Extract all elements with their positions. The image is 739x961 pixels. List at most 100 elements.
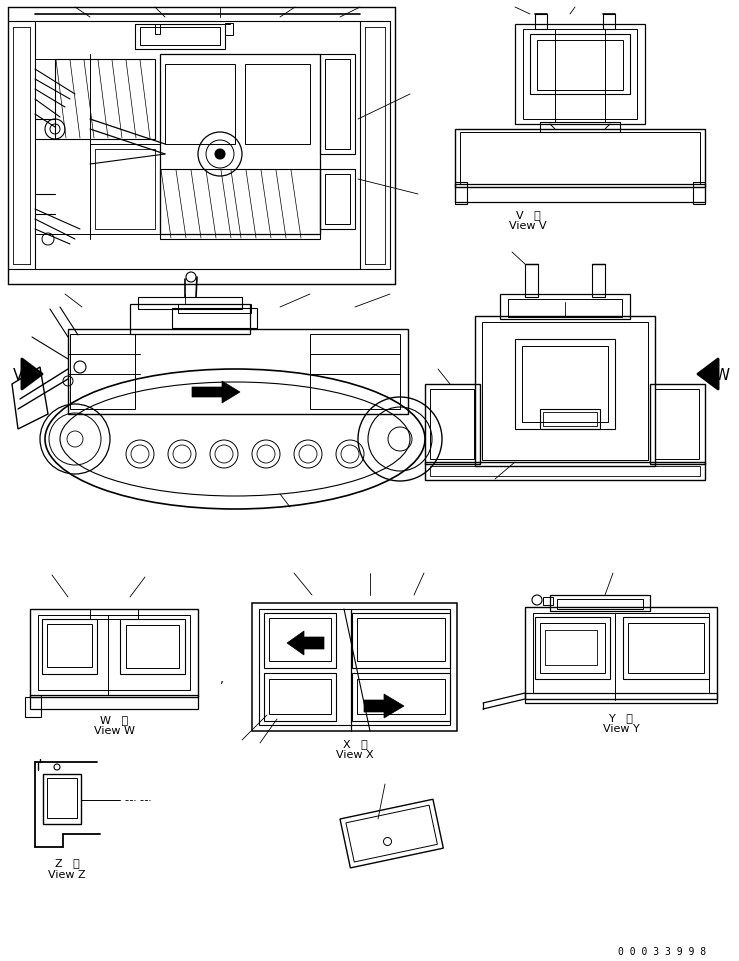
Bar (269, 679, 331, 714)
Bar (47, 778, 77, 818)
Bar (264, 674, 336, 722)
Bar (508, 300, 622, 318)
Bar (475, 317, 655, 466)
Bar (55, 60, 155, 140)
Bar (264, 613, 336, 668)
Bar (455, 185, 705, 203)
Text: Z   視: Z 視 (55, 857, 79, 867)
Bar (135, 25, 225, 50)
Bar (525, 264, 538, 298)
Bar (68, 330, 408, 414)
Bar (38, 615, 190, 690)
Text: W   視: W 視 (100, 714, 128, 725)
Bar (525, 607, 717, 700)
Bar (543, 598, 553, 605)
Bar (545, 630, 597, 665)
Bar (47, 625, 92, 667)
Text: 0 0 0 3 3 9 9 8: 0 0 0 3 3 9 9 8 (618, 946, 706, 956)
Bar (693, 183, 705, 205)
Polygon shape (364, 694, 404, 718)
Bar (155, 25, 160, 35)
Bar (30, 609, 198, 698)
Bar (603, 15, 615, 30)
Bar (95, 150, 155, 230)
Text: View V: View V (509, 221, 547, 231)
Text: View Y: View Y (602, 724, 639, 733)
Bar (540, 409, 600, 430)
Bar (160, 170, 320, 239)
Bar (535, 15, 547, 30)
Bar (30, 695, 198, 709)
Text: Y   視: Y 視 (609, 712, 633, 723)
Bar (623, 617, 709, 679)
Polygon shape (192, 382, 240, 404)
Bar (42, 619, 97, 675)
Polygon shape (287, 631, 324, 655)
Bar (515, 339, 615, 430)
Bar (557, 600, 643, 609)
Bar (523, 30, 637, 120)
Circle shape (215, 150, 225, 160)
Bar (540, 123, 620, 133)
Bar (352, 613, 450, 668)
Bar (140, 28, 220, 46)
Text: ,: , (220, 673, 224, 686)
Bar (352, 674, 450, 722)
Text: View X: View X (336, 750, 374, 759)
Bar (357, 679, 445, 714)
Bar (455, 183, 467, 205)
Bar (530, 35, 630, 95)
Bar (259, 609, 450, 726)
Bar (320, 170, 355, 230)
Bar (43, 775, 81, 825)
Bar (320, 55, 355, 155)
Bar (25, 698, 41, 717)
Text: V: V (13, 367, 23, 382)
Bar (460, 133, 700, 185)
Bar (500, 295, 630, 320)
Text: W: W (715, 367, 729, 382)
Bar (90, 145, 160, 234)
Bar (430, 389, 474, 459)
Bar (543, 412, 597, 427)
Bar (425, 384, 480, 464)
Bar (535, 617, 610, 679)
Bar (310, 334, 400, 409)
Bar (325, 175, 350, 225)
Bar (515, 25, 645, 125)
Bar (172, 308, 257, 329)
Bar (252, 604, 457, 731)
Text: V   視: V 視 (516, 209, 540, 220)
Bar (70, 334, 135, 409)
Text: X   視: X 視 (343, 738, 367, 749)
Bar (165, 65, 235, 145)
Bar (126, 626, 179, 668)
Bar (522, 347, 608, 423)
Bar (482, 323, 648, 460)
Bar (537, 41, 623, 91)
Bar (592, 264, 605, 298)
Bar (325, 60, 350, 150)
Bar (357, 618, 445, 661)
Bar (178, 305, 251, 313)
Bar (430, 466, 700, 477)
Bar (90, 609, 138, 619)
Text: View W: View W (94, 726, 134, 735)
Bar (655, 389, 699, 459)
Bar (628, 624, 704, 674)
Bar (269, 618, 331, 661)
Bar (160, 55, 320, 234)
Text: View Z: View Z (48, 869, 86, 879)
Bar (540, 624, 605, 674)
Bar (455, 130, 705, 187)
Bar (130, 305, 250, 334)
Bar (120, 619, 185, 675)
Bar (650, 384, 705, 464)
Bar (425, 462, 705, 480)
Bar (533, 613, 709, 693)
Bar (138, 298, 242, 309)
Bar (525, 693, 717, 703)
Bar (225, 24, 233, 36)
Bar (550, 596, 650, 611)
Bar (245, 65, 310, 145)
